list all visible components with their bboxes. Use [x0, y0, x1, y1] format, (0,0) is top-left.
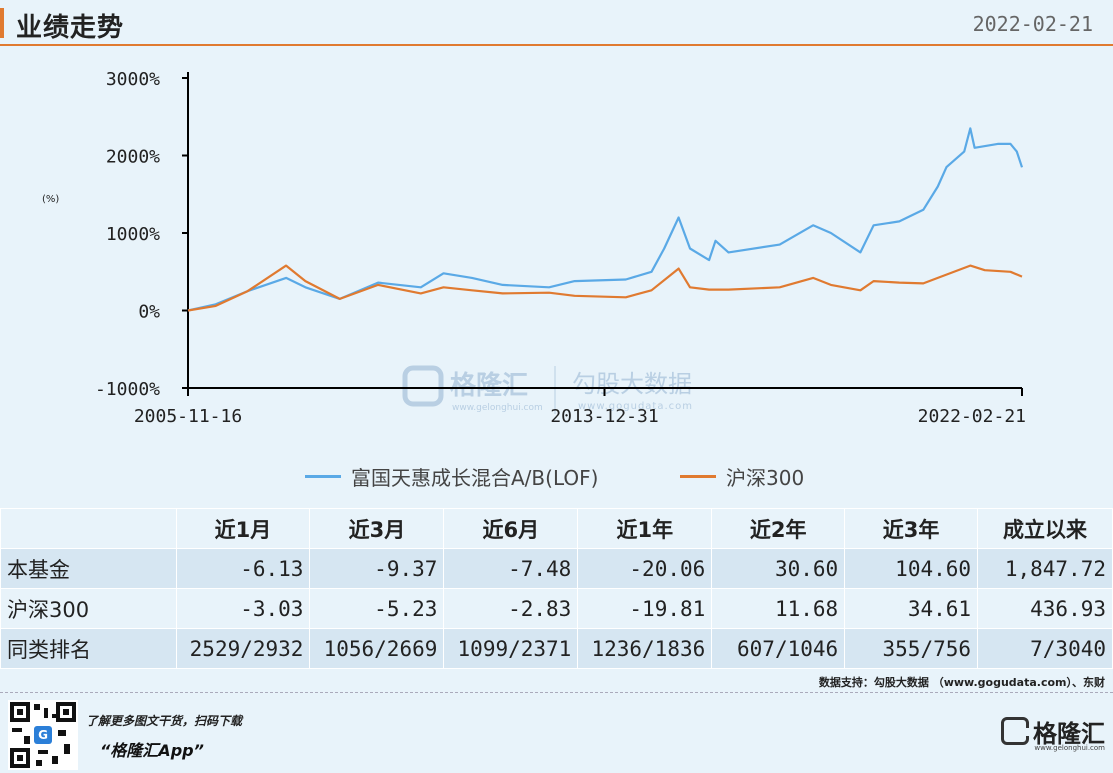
performance-chart: 格隆汇 www.gelonghui.com 勾股大数据 www.gogudata.co…	[42, 69, 1026, 427]
table-cell: -19.81	[577, 588, 713, 629]
returns-table: 近1月 近3月 近6月 近1年 近2年 近3年 成立以来 本基金 -6.13 -…	[0, 508, 1113, 669]
qr-finder	[56, 702, 76, 722]
table-cell: -3.03	[175, 588, 311, 629]
watermark-partner: 勾股大数据	[572, 370, 692, 398]
watermark-brand: 格隆汇	[450, 370, 528, 401]
table-cell: 30.60	[711, 548, 846, 589]
title-accent-bar	[0, 8, 4, 38]
page-title: 业绩走势	[16, 13, 125, 43]
table-cell: 1,847.72	[977, 548, 1113, 589]
table-cell: 7/3040	[977, 628, 1113, 669]
promo-app-name: “格隆汇App”	[100, 741, 204, 760]
legend-label-index: 沪深300	[726, 466, 805, 490]
brand-name: 格隆汇	[1033, 719, 1105, 748]
table-header-cell: 近1年	[577, 508, 713, 549]
legend-label-fund: 富国天惠成长混合A/B(LOF)	[351, 466, 599, 490]
header-date: 2022-02-21	[972, 12, 1093, 36]
table-cell: -9.37	[309, 548, 445, 589]
data-source-note: 数据支持：勾股大数据 （www.gogudata.com）、东财	[818, 676, 1105, 689]
y-tick-label: -1000%	[95, 379, 160, 400]
table-header-cell: 近1月	[175, 508, 311, 549]
y-tick-label: 3000%	[106, 69, 160, 90]
table-cell: -5.23	[309, 588, 445, 629]
table-cell: 1099/2371	[443, 628, 579, 669]
table-cell: -7.48	[443, 548, 579, 589]
series-line-fund	[187, 127, 1024, 312]
watermark-partner-url: www.gogudata.com	[578, 401, 693, 412]
table-row: 同类排名 2529/2932 1056/2669 1099/2371 1236/…	[0, 628, 1113, 669]
table-cell: -2.83	[443, 588, 579, 629]
table-header-cell: 近3月	[309, 508, 445, 549]
legend-swatch-fund	[305, 475, 341, 478]
table-cell: 355/756	[844, 628, 979, 669]
table-cell: -6.13	[175, 548, 311, 589]
table-header-row: 近1月 近3月 近6月 近1年 近2年 近3年 成立以来	[0, 508, 1113, 549]
series-line-index	[187, 264, 1023, 312]
table-cell: 1236/1836	[577, 628, 713, 669]
table-cell: 104.60	[844, 548, 979, 589]
brand-g-icon	[1001, 717, 1029, 745]
table-header-cell	[0, 508, 177, 549]
watermark-logo-icon	[402, 365, 444, 407]
legend-swatch-index	[680, 475, 716, 478]
x-tick-label: 2005-11-16	[134, 406, 242, 427]
promo-text: 了解更多图文干货，扫码下载	[86, 714, 243, 728]
table-cell: 607/1046	[711, 628, 846, 669]
table-cell: 436.93	[977, 588, 1113, 629]
legend-item-fund: 富国天惠成长混合A/B(LOF)	[305, 462, 598, 491]
qr-finder	[10, 702, 30, 722]
table-cell: 1056/2669	[309, 628, 445, 669]
legend-item-index: 沪深300	[680, 462, 804, 491]
x-tick-label: 2022-02-21	[918, 406, 1026, 427]
y-tick-label: 0%	[138, 302, 160, 323]
qr-code[interactable]: G	[8, 700, 78, 770]
y-tick-label: 1000%	[106, 224, 160, 245]
brand-logo: 格隆汇 www.gelonghui.com	[1001, 716, 1105, 752]
table-header-cell: 近2年	[711, 508, 846, 549]
table-header-cell: 近6月	[443, 508, 579, 549]
brand-url: www.gelonghui.com	[1034, 744, 1105, 752]
row-label: 同类排名	[0, 628, 177, 669]
table-header-cell: 近3年	[844, 508, 979, 549]
table-row: 沪深300 -3.03 -5.23 -2.83 -19.81 11.68 34.…	[0, 588, 1113, 629]
footer-divider	[0, 692, 1113, 693]
y-tick-label: 2000%	[106, 147, 160, 168]
row-label: 沪深300	[0, 588, 177, 629]
qr-logo-icon: G	[34, 726, 52, 744]
watermark-brand-url: www.gelonghui.com	[452, 403, 543, 413]
header: 业绩走势 2022-02-21	[0, 0, 1113, 46]
table-cell: -20.06	[577, 548, 713, 589]
table-row: 本基金 -6.13 -9.37 -7.48 -20.06 30.60 104.6…	[0, 548, 1113, 589]
table-cell: 11.68	[711, 588, 846, 629]
table-cell: 34.61	[844, 588, 979, 629]
y-unit-label: (%)	[42, 194, 59, 205]
chart-legend: 富国天惠成长混合A/B(LOF) 沪深300	[0, 462, 1113, 492]
qr-finder	[10, 748, 30, 768]
x-tick-label: 2013-12-31	[550, 406, 658, 427]
table-cell: 2529/2932	[175, 628, 311, 669]
row-label: 本基金	[0, 548, 177, 589]
table-header-cell: 成立以来	[977, 508, 1113, 549]
